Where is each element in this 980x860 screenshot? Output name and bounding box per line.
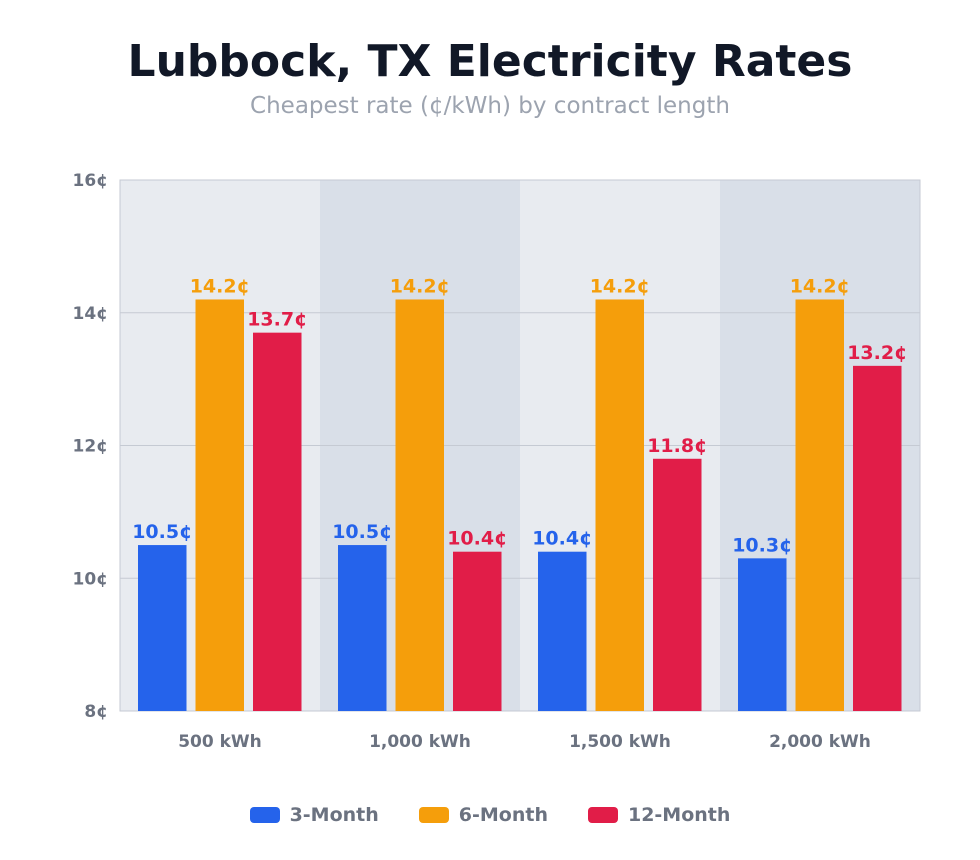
y-tick-label: 12¢ [73,437,109,457]
chart-subtitle: Cheapest rate (¢/kWh) by contract length [250,93,730,119]
y-tick-label: 16¢ [73,171,109,191]
bar-3-month [538,551,587,711]
bar-12-month [453,551,502,711]
legend: 3-Month 6-Month 12-Month [0,804,980,826]
legend-item: 6-Month [418,804,548,826]
legend-swatch [249,807,280,823]
data-label: 10.4¢ [532,528,592,550]
data-label: 11.8¢ [647,435,707,457]
data-label: 10.5¢ [332,521,392,543]
bar-6-month [795,299,844,711]
y-tick-label: 8¢ [84,702,108,722]
bar-6-month [395,299,444,711]
legend-swatch [418,807,449,823]
data-label: 10.3¢ [732,534,792,556]
legend-label: 6-Month [458,804,548,826]
bar-3-month [138,545,187,711]
bar-3-month [338,545,387,711]
x-tick-label: 1,500 kWh [569,732,671,752]
x-tick-label: 500 kWh [178,732,262,752]
y-tick-label: 10¢ [73,569,109,589]
bar-12-month [653,458,702,711]
data-label: 13.7¢ [247,309,307,331]
legend-label: 3-Month [289,804,379,826]
x-tick-label: 2,000 kWh [769,732,871,752]
data-label: 10.5¢ [132,521,192,543]
bar-6-month [595,299,644,711]
legend-item: 3-Month [249,804,379,826]
data-label: 14.2¢ [790,275,850,297]
data-label: 14.2¢ [190,275,250,297]
data-label: 13.2¢ [847,342,907,364]
data-label: 10.4¢ [447,528,507,550]
x-tick-label: 1,000 kWh [369,732,471,752]
legend-label: 12-Month [627,804,731,826]
data-label: 14.2¢ [590,275,650,297]
plot-frame [119,179,921,712]
bar-3-month [738,558,787,711]
bar-6-month [195,299,244,711]
legend-item: 12-Month [587,804,731,826]
y-tick-label: 14¢ [73,304,109,324]
legend-swatch [587,807,618,823]
chart-title: Lubbock, TX Electricity Rates [127,36,853,87]
data-label: 14.2¢ [390,275,450,297]
bar-12-month [853,365,902,711]
bar-12-month [253,332,302,711]
